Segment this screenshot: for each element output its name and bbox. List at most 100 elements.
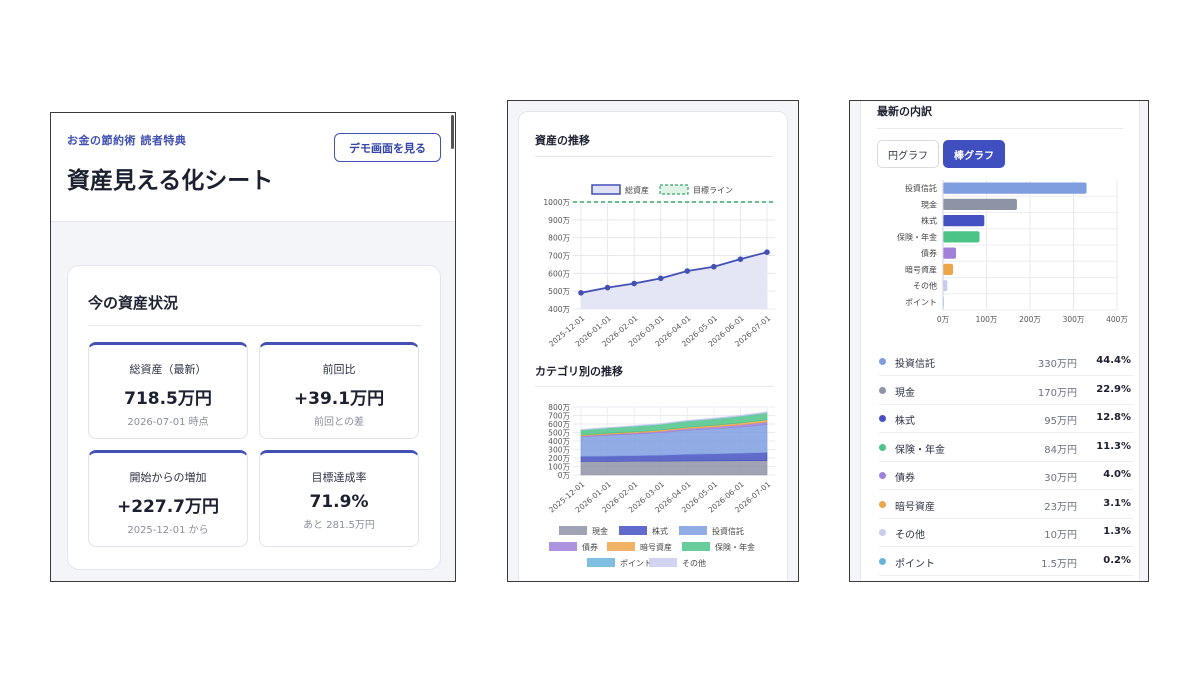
legend-label: 投資信託 xyxy=(712,526,744,536)
y-tick-label: 600万 xyxy=(548,420,570,429)
category-chart-title: カテゴリ別の推移 xyxy=(535,365,623,378)
legend-swatch xyxy=(607,542,635,551)
breakdown-card: 最新の内訳 円グラフ 棒グラフ 0万 100万 200万 300万 400万 投資信託 現金… xyxy=(860,101,1140,581)
kpi-label: 総資産（最新） xyxy=(129,363,207,376)
kpi-increase-since-start: 開始からの増加 +227.7万円 2025-12-01 から xyxy=(88,450,248,547)
bar xyxy=(943,215,985,227)
charts-panel: 資産の推移 総資産 目標ライン 400万 500万 600万 700万 800万 900万 10… xyxy=(507,100,799,582)
tab-pie-chart[interactable]: 円グラフ xyxy=(877,140,939,168)
legend-dot-icon xyxy=(879,557,886,565)
dashboard-summary-panel: お金の節約術 読者特典 資産見える化シート デモ画面を見る 今の資産状況 総資産… xyxy=(50,112,456,582)
kpi-value: +39.1万円 xyxy=(293,389,385,409)
legend-label: 現金 xyxy=(592,526,608,536)
legend-label: 株式 xyxy=(652,526,668,536)
y-tick-label: 500万 xyxy=(548,287,570,296)
legend-amount: 23万円 xyxy=(1044,501,1077,513)
kpi-value: 718.5万円 xyxy=(124,389,212,409)
area-series xyxy=(580,460,768,476)
series-total-assets-line xyxy=(580,251,768,294)
legend-amount: 30万円 xyxy=(1044,473,1077,484)
legend-dot-icon xyxy=(879,415,886,422)
area-series xyxy=(580,411,768,431)
legend-dot-icon xyxy=(879,358,886,365)
kpi-goal-rate: 目標達成率 71.9% あと 281.5万円 xyxy=(259,450,419,547)
legend-amount: 10万円 xyxy=(1044,530,1077,541)
data-point xyxy=(737,256,744,262)
kpi-label: 目標達成率 xyxy=(311,471,367,484)
x-tick-label: 400万 xyxy=(1106,315,1128,324)
y-tick-label: 保険・年金 xyxy=(897,232,937,242)
data-point xyxy=(631,280,637,287)
asset-trend-chart: 総資産 目標ライン400万500万600万700万800万900万1000万202… xyxy=(543,184,775,349)
breakdown-legend-row: 投資信託 330万円 44.4% xyxy=(879,348,1133,376)
legend-dot-icon xyxy=(879,472,886,479)
bar xyxy=(943,280,948,292)
demo-button[interactable]: デモ画面を見る xyxy=(334,133,441,162)
legend-category: 投資信託 xyxy=(895,359,935,370)
legend-amount: 170万円 xyxy=(1037,387,1077,399)
legend-category: 現金 xyxy=(895,387,915,399)
scrollbar[interactable] xyxy=(451,115,454,149)
kpi-value: 71.9% xyxy=(309,492,369,512)
legend-percent: 12.8% xyxy=(1096,412,1131,423)
legend-label: 暗号資産 xyxy=(640,542,672,552)
y-tick-label: 200万 xyxy=(548,454,570,463)
breakdown-legend-row: 保険・年金 84万円 11.3% xyxy=(879,434,1133,462)
legend-label: ポイント xyxy=(620,559,652,568)
legend-amount: 95万円 xyxy=(1044,416,1077,427)
legend-amount: 1.5万円 xyxy=(1041,558,1077,570)
divider xyxy=(535,386,773,387)
legend-percent: 11.3% xyxy=(1096,440,1131,452)
legend-category: 株式 xyxy=(895,416,915,427)
tab-bar-chart[interactable]: 棒グラフ xyxy=(943,140,1005,168)
y-tick-label: 300万 xyxy=(548,446,570,455)
legend-swatch xyxy=(649,558,677,567)
breakdown-legend-row: ポイント 1.5万円 0.2% xyxy=(879,548,1133,576)
kpi-total-assets: 総資産（最新） 718.5万円 2026-07-01 時点 xyxy=(88,342,248,439)
kpi-sub: あと 281.5万円 xyxy=(303,520,375,531)
legend-percent: 1.3% xyxy=(1103,526,1131,537)
legend-percent: 44.4% xyxy=(1096,355,1131,366)
kpi-value: +227.7万円 xyxy=(116,497,220,517)
y-tick-label: 400万 xyxy=(548,305,570,314)
legend-label: 総資産 xyxy=(625,185,649,195)
legend-category: ポイント xyxy=(895,558,935,570)
legend-swatch xyxy=(682,542,710,551)
legend-percent: 22.9% xyxy=(1096,383,1131,395)
data-point xyxy=(764,249,770,256)
y-tick-label: 700万 xyxy=(548,252,570,261)
legend-swatch xyxy=(559,526,587,535)
legend-dot-icon xyxy=(879,386,886,394)
breakdown-bar-chart: 0万 100万 200万 300万 400万 投資信託現金株式保険・年金債券暗号資産その他… xyxy=(897,180,1128,324)
y-tick-label: 400万 xyxy=(548,437,570,446)
legend-label: その他 xyxy=(682,558,706,568)
x-tick-label: 300万 xyxy=(1063,315,1085,324)
breakdown-legend-row: 株式 95万円 12.8% xyxy=(879,405,1133,433)
legend-category: 暗号資産 xyxy=(895,501,935,513)
kpi-sub: 2026-07-01 時点 xyxy=(127,417,209,428)
legend-label: 債券 xyxy=(582,542,598,552)
y-tick-label: ポイント xyxy=(905,298,937,307)
page-title: 資産見える化シート xyxy=(67,168,274,194)
legend-swatch xyxy=(587,558,615,567)
category-trend-chart: 0万100万200万300万400万500万600万700万800万2025-1… xyxy=(547,403,775,568)
data-point xyxy=(711,263,717,270)
legend-swatch xyxy=(549,542,577,551)
legend-swatch xyxy=(659,184,689,195)
y-tick-label: 100万 xyxy=(548,463,570,472)
legend-dot-icon xyxy=(879,500,886,508)
y-tick-label: 600万 xyxy=(548,269,570,278)
breakdown-legend-row: 債券 30万円 4.0% xyxy=(879,462,1133,490)
y-tick-label: 株式 xyxy=(921,216,937,226)
x-tick-label: 200万 xyxy=(1019,315,1041,324)
legend-percent: 0.2% xyxy=(1103,554,1131,566)
x-tick-label: 0万 xyxy=(937,315,950,324)
legend-swatch xyxy=(619,526,647,535)
legend-percent: 4.0% xyxy=(1103,469,1131,480)
breakdown-panel: 最新の内訳 円グラフ 棒グラフ 0万 100万 200万 300万 400万 投資信託 現金… xyxy=(849,100,1149,582)
divider xyxy=(88,325,421,326)
trend-chart-title: 資産の推移 xyxy=(535,134,590,147)
kpi-label: 前回比 xyxy=(322,363,356,376)
legend-swatch xyxy=(591,184,621,195)
legend-amount: 84万円 xyxy=(1044,444,1077,456)
